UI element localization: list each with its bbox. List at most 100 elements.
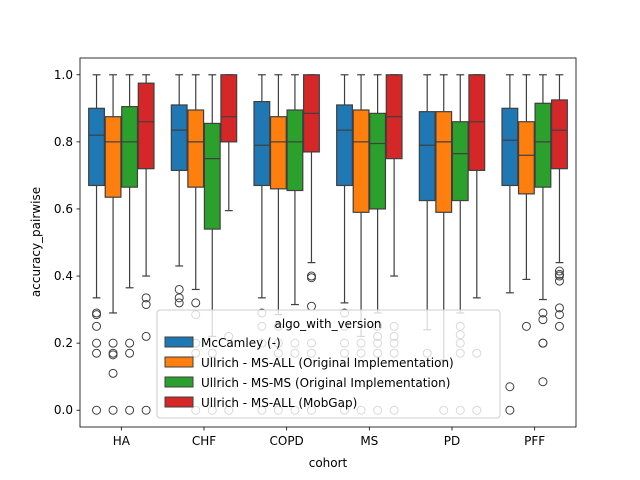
outlier-point [141, 405, 151, 415]
box [187, 109, 205, 188]
outlier-point [306, 273, 316, 283]
outlier-point [125, 338, 135, 348]
box [501, 107, 519, 187]
box-group [121, 74, 139, 415]
x-axis: HA CHF COPD MS PD PFF [113, 427, 545, 448]
legend-entry-label: Ullrich - MS-ALL (Original Implementatio… [201, 356, 454, 370]
box-group [203, 74, 221, 415]
box [121, 106, 139, 188]
outlier-point [538, 315, 548, 325]
outlier-point [191, 298, 201, 308]
box [551, 99, 568, 170]
box-group [253, 74, 271, 415]
outlier-point [108, 405, 118, 415]
outlier-point [108, 338, 118, 348]
box-group [418, 74, 436, 358]
legend-entry-label: Ullrich - MS-ALL (MobGap) [201, 396, 357, 410]
box [220, 74, 238, 143]
series-group [121, 74, 552, 415]
outlier-point [538, 338, 548, 348]
box [369, 112, 387, 210]
outlier-point [108, 368, 118, 378]
box-group [534, 74, 552, 387]
box [253, 101, 271, 187]
outlier-point [92, 405, 102, 415]
box-group [88, 74, 105, 415]
x-tick-label: PFF [524, 434, 545, 448]
outlier-point [141, 293, 151, 303]
outlier-point [174, 293, 184, 303]
box [534, 102, 552, 188]
legend-entry-label: McCamley (-) [201, 336, 281, 350]
box [104, 116, 122, 198]
legend-swatch [164, 336, 194, 348]
legend-frame [156, 309, 501, 419]
legend-swatch [164, 396, 194, 408]
y-axis: 0.0 0.2 0.4 0.6 0.8 1.0 [54, 68, 80, 417]
outlier-point [554, 310, 564, 320]
outlier-point [141, 300, 151, 310]
box [352, 109, 370, 213]
box [451, 121, 469, 202]
box-group [170, 74, 188, 308]
legend-entry-label: Ullrich - MS-MS (Original Implementation… [201, 376, 450, 390]
x-tick-label: MS [360, 434, 378, 448]
box-group [137, 74, 155, 415]
legend-swatch [164, 376, 194, 388]
y-tick-label: 0.0 [54, 403, 73, 417]
outlier-point [125, 405, 135, 415]
x-tick-label: PD [444, 434, 460, 448]
box-group [468, 74, 486, 415]
box [418, 111, 436, 202]
legend-entries: McCamley (-) Ullrich - MS-ALL (Original I… [164, 336, 454, 410]
box-group [104, 74, 122, 415]
box [286, 109, 304, 192]
box [88, 107, 105, 187]
outlier-point [505, 405, 515, 415]
outlier-point [92, 348, 102, 358]
legend: algo_with_version McCamley (-) Ullrich - … [156, 309, 501, 419]
y-tick-label: 0.2 [54, 336, 73, 350]
box-group [551, 74, 568, 331]
outlier-point [554, 276, 564, 286]
box-group [517, 74, 535, 331]
box [517, 121, 535, 195]
legend-swatch [164, 356, 194, 368]
axes-frame [79, 57, 577, 428]
outlier-point [141, 331, 151, 341]
box-group [286, 74, 304, 415]
y-tick-label: 0.6 [54, 202, 73, 216]
outlier-point [108, 350, 118, 360]
outlier-point [92, 338, 102, 348]
x-tick-label: COPD [270, 434, 304, 448]
y-axis-label: accuracy_pairwise [29, 187, 43, 297]
series-group [104, 74, 535, 415]
legend-title: algo_with_version [274, 317, 381, 331]
y-tick-label: 0.4 [54, 269, 73, 283]
x-axis-label: cohort [309, 456, 348, 470]
outlier-point [125, 348, 135, 358]
box-group [303, 74, 320, 415]
series-group [88, 74, 519, 415]
outlier-point [538, 308, 548, 318]
box [269, 116, 287, 190]
box [137, 82, 155, 170]
box-group [336, 74, 353, 415]
box [435, 111, 453, 213]
outlier-point [554, 271, 564, 281]
x-tick-label: CHF [192, 434, 216, 448]
box [336, 104, 353, 187]
y-tick-label: 0.8 [54, 135, 73, 149]
x-tick-label: HA [113, 434, 131, 448]
outlier-point [538, 377, 548, 387]
box [203, 122, 221, 230]
outlier-point [505, 382, 515, 392]
outlier-point [92, 321, 102, 331]
box [468, 74, 486, 171]
outlier-point [554, 303, 564, 313]
outlier-point [92, 310, 102, 320]
outlier-point [521, 321, 531, 331]
outlier-point [174, 298, 184, 308]
y-tick-label: 1.0 [54, 68, 73, 82]
